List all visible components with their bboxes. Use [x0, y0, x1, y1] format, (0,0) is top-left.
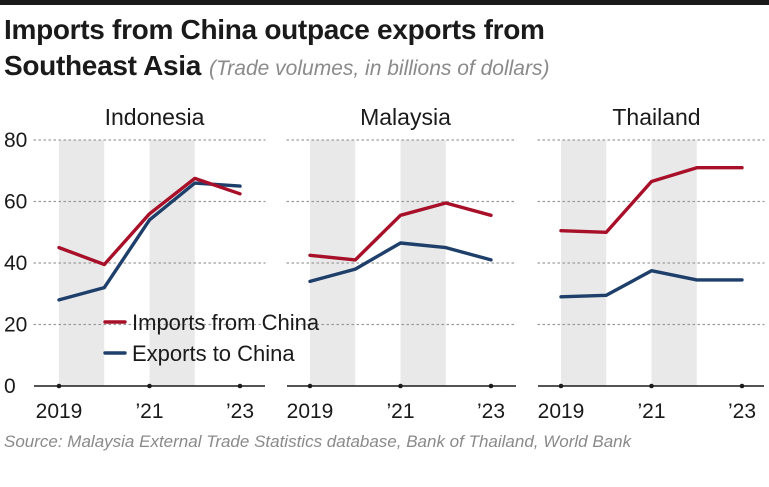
chart-title-line-2-text: Southeast Asia	[4, 50, 202, 81]
x-tick-dot-indonesia-2019	[56, 383, 62, 389]
x-tick-dot-thailand-2019	[558, 383, 564, 389]
x-tick-label-indonesia-2021: ’21	[135, 400, 163, 423]
x-tick-dot-malaysia-2023	[488, 383, 494, 389]
series-line-thailand-exports	[559, 269, 744, 299]
y-tick-label-40: 40	[4, 252, 27, 275]
x-tick-label-malaysia-2023: ’23	[477, 400, 505, 423]
x-tick-label-indonesia-2019: 2019	[36, 400, 83, 423]
panel-title-malaysia: Malaysia	[360, 104, 451, 130]
x-tick-label-thailand-2019: 2019	[538, 400, 585, 423]
x-tick-label-thailand-2023: ’23	[728, 400, 756, 423]
x-tick-dot-thailand-2023	[739, 383, 745, 389]
top-rule	[0, 0, 769, 5]
x-tick-label-malaysia-2019: 2019	[287, 400, 334, 423]
x-tick-dot-indonesia-2021	[147, 383, 152, 389]
chart-title-line-2: Southeast Asia (Trade volumes, in billion…	[4, 50, 549, 82]
series-line-malaysia-exports	[308, 241, 493, 284]
x-tick-label-indonesia-2023: ’23	[226, 400, 254, 423]
series-line-indonesia-imports	[57, 176, 242, 267]
chart-title-line-1: Imports from China outpace exports from	[4, 14, 545, 45]
x-tick-dot-malaysia-2019	[307, 383, 313, 389]
series-line-malaysia-imports	[308, 201, 493, 262]
x-tick-dot-indonesia-2023	[237, 383, 243, 389]
x-tick-dot-malaysia-2021	[398, 383, 403, 389]
x-tick-label-malaysia-2021: ’21	[386, 400, 414, 423]
panel-title-indonesia: Indonesia	[105, 104, 205, 130]
y-tick-label-60: 60	[4, 191, 27, 214]
chart-subtitle: (Trade volumes, in billions of dollars)	[209, 57, 550, 80]
x-tick-label-thailand-2021: ’21	[637, 400, 665, 423]
y-tick-label-80: 80	[4, 129, 27, 152]
panel-title-thailand: Thailand	[612, 104, 700, 130]
shade-band-indonesia-2021	[149, 140, 195, 386]
source-note: Source: Malaysia External Trade Statisti…	[4, 432, 632, 451]
y-tick-label-20: 20	[4, 314, 27, 337]
x-tick-dot-thailand-2021	[649, 383, 654, 389]
legend-label-imports: Imports from China	[132, 310, 320, 335]
legend-label-exports: Exports to China	[132, 341, 295, 366]
series-line-thailand-imports	[559, 165, 744, 235]
y-tick-label-0: 0	[4, 375, 16, 398]
